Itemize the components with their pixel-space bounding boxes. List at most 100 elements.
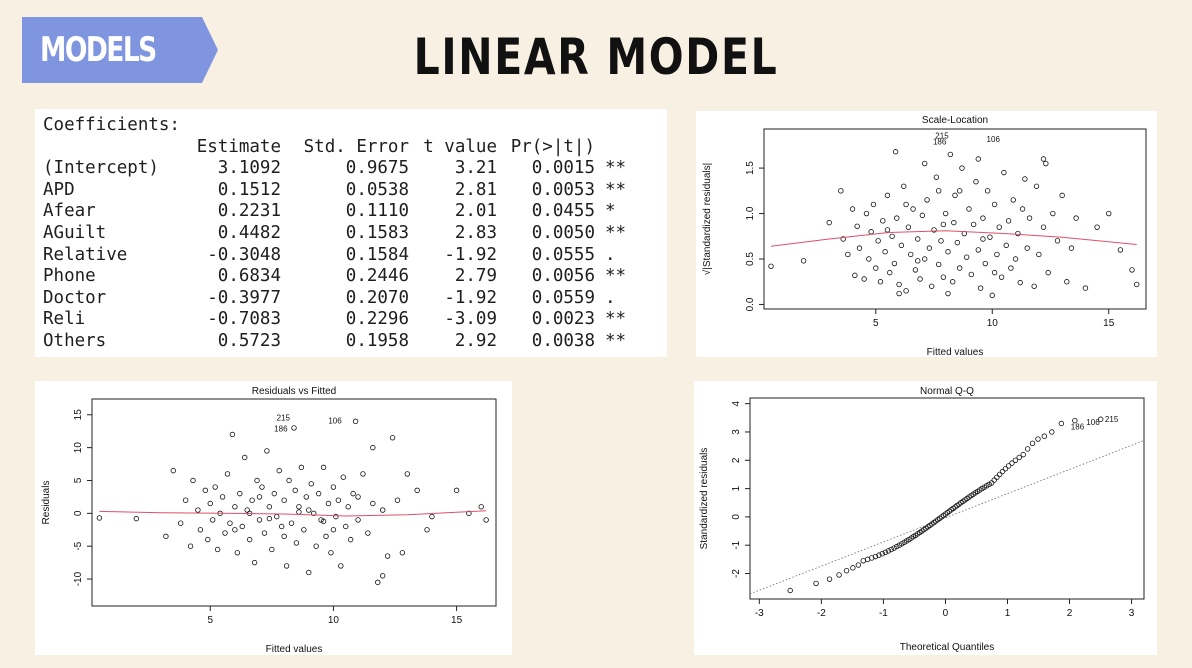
data-point xyxy=(1040,156,1047,162)
data-point xyxy=(875,238,881,244)
data-point xyxy=(800,258,807,264)
data-point xyxy=(863,210,870,217)
coefficient-value: -0.7083 xyxy=(207,309,281,330)
data-point xyxy=(222,530,228,536)
coefficient-term: AGuilt xyxy=(43,222,107,243)
data-point xyxy=(1045,269,1051,276)
y-tick-label: -5 xyxy=(73,541,84,550)
coefficients-table: Coefficients: Estimate Std. Error t value Pr… xyxy=(43,115,645,353)
coefficient-value: 0.0455 xyxy=(531,201,595,222)
data-point xyxy=(860,558,866,564)
coefficient-value: 0.1583 xyxy=(345,222,409,243)
residuals-vs-fitted-panel: Residuals vs Fitted 5 10 15 -10 -5 0 5 10 15 Fitte… xyxy=(35,381,512,655)
y-axis-label: Residuals xyxy=(41,481,52,525)
significance-code: . xyxy=(605,287,616,308)
data-point xyxy=(876,552,882,558)
y-tick-label: 2 xyxy=(731,457,742,463)
data-point xyxy=(912,267,919,273)
point-label: 215 xyxy=(935,131,949,140)
data-point xyxy=(1049,429,1055,435)
data-point xyxy=(190,477,196,484)
x-tick-label: 1 xyxy=(1005,608,1011,619)
coefficients-header-row: Estimate Std. Error t value Pr(>|t|) xyxy=(43,137,645,159)
data-point xyxy=(301,527,307,533)
data-point xyxy=(355,517,361,523)
residuals-vs-fitted-chart: Residuals vs Fitted 5 10 15 -10 -5 0 5 10 15 Fitte… xyxy=(41,386,497,655)
data-point xyxy=(296,504,302,510)
x-tick-label: 15 xyxy=(1103,318,1115,329)
data-point xyxy=(1020,451,1026,458)
data-point xyxy=(991,477,997,483)
data-point xyxy=(956,265,963,271)
data-point xyxy=(980,236,986,242)
plot-frame xyxy=(749,397,1145,600)
data-point xyxy=(956,188,963,194)
coefficient-row: Afear 0.2231 0.1110 2.01 0.0455 * xyxy=(43,201,645,223)
data-point xyxy=(1022,176,1028,182)
data-point xyxy=(963,254,970,260)
coefficient-value: 0.4482 xyxy=(217,222,281,243)
data-point xyxy=(1003,242,1009,249)
x-tick-label: -1 xyxy=(879,608,888,619)
data-point xyxy=(1001,169,1007,176)
data-point xyxy=(989,292,995,299)
data-point xyxy=(994,251,1000,258)
data-point xyxy=(1117,247,1124,253)
data-point xyxy=(313,543,319,549)
data-point xyxy=(1005,218,1012,224)
normal-qq-chart: Normal Q-Q -3 -2 -1 0 1 2 3 -2 -1 0 1 2 3 4 Theoretical… xyxy=(699,386,1145,653)
data-point xyxy=(214,546,221,553)
data-point xyxy=(1072,417,1078,424)
data-point xyxy=(1058,420,1065,427)
data-point xyxy=(940,274,947,280)
data-point xyxy=(1029,440,1036,446)
data-point xyxy=(478,504,484,510)
data-point xyxy=(293,540,300,546)
y-axis-label: √|Standardized residuals| xyxy=(701,163,713,275)
data-point xyxy=(163,533,169,540)
data-point xyxy=(922,160,928,167)
significance-code: * xyxy=(605,201,616,222)
data-point xyxy=(882,249,888,255)
data-point xyxy=(244,507,250,513)
coefficient-term: Phone xyxy=(43,266,96,287)
data-point xyxy=(884,192,891,199)
data-point xyxy=(274,513,280,520)
significance-code: ** xyxy=(605,330,627,351)
section-tag-label: MODELS xyxy=(40,30,157,70)
y-tick-label: -1 xyxy=(731,540,742,549)
data-point xyxy=(308,481,314,487)
data-point xyxy=(355,494,361,500)
coefficient-value: 0.2446 xyxy=(345,266,409,287)
y-tick-label: 0 xyxy=(73,510,84,516)
data-point xyxy=(996,471,1003,478)
coefficients-panel: Coefficients: Estimate Std. Error t value Pr… xyxy=(35,109,667,357)
coefficient-value: 3.1092 xyxy=(217,158,281,179)
data-point xyxy=(1073,215,1079,221)
significance-code: ** xyxy=(605,266,627,287)
data-point xyxy=(1002,466,1009,472)
coefficient-row: APD 0.1512 0.0538 2.81 0.0053 ** xyxy=(43,180,645,202)
x-tick-label: 15 xyxy=(451,615,463,626)
data-point xyxy=(954,239,961,246)
coefficient-term: Others xyxy=(43,330,107,351)
x-tick-label: 5 xyxy=(207,615,213,626)
data-point xyxy=(856,245,863,251)
data-point xyxy=(896,281,902,288)
data-point xyxy=(338,563,344,569)
data-point xyxy=(951,219,957,226)
data-point xyxy=(836,572,842,578)
data-point xyxy=(879,551,885,557)
coefficient-term: Afear xyxy=(43,201,96,222)
data-point xyxy=(926,245,933,251)
y-tick-label: -2 xyxy=(731,569,742,578)
data-point xyxy=(984,188,991,194)
coefficient-value: 0.0050 xyxy=(531,222,595,243)
data-point xyxy=(873,265,879,271)
column-header: Estimate xyxy=(196,136,281,157)
x-tick-label: -3 xyxy=(755,608,764,619)
significance-code: . xyxy=(605,244,616,265)
coefficient-row: Relative -0.3048 0.1584 -1.92 0.0555. xyxy=(43,245,645,267)
data-point xyxy=(1094,224,1100,230)
coefficient-value: 0.1584 xyxy=(345,244,409,265)
